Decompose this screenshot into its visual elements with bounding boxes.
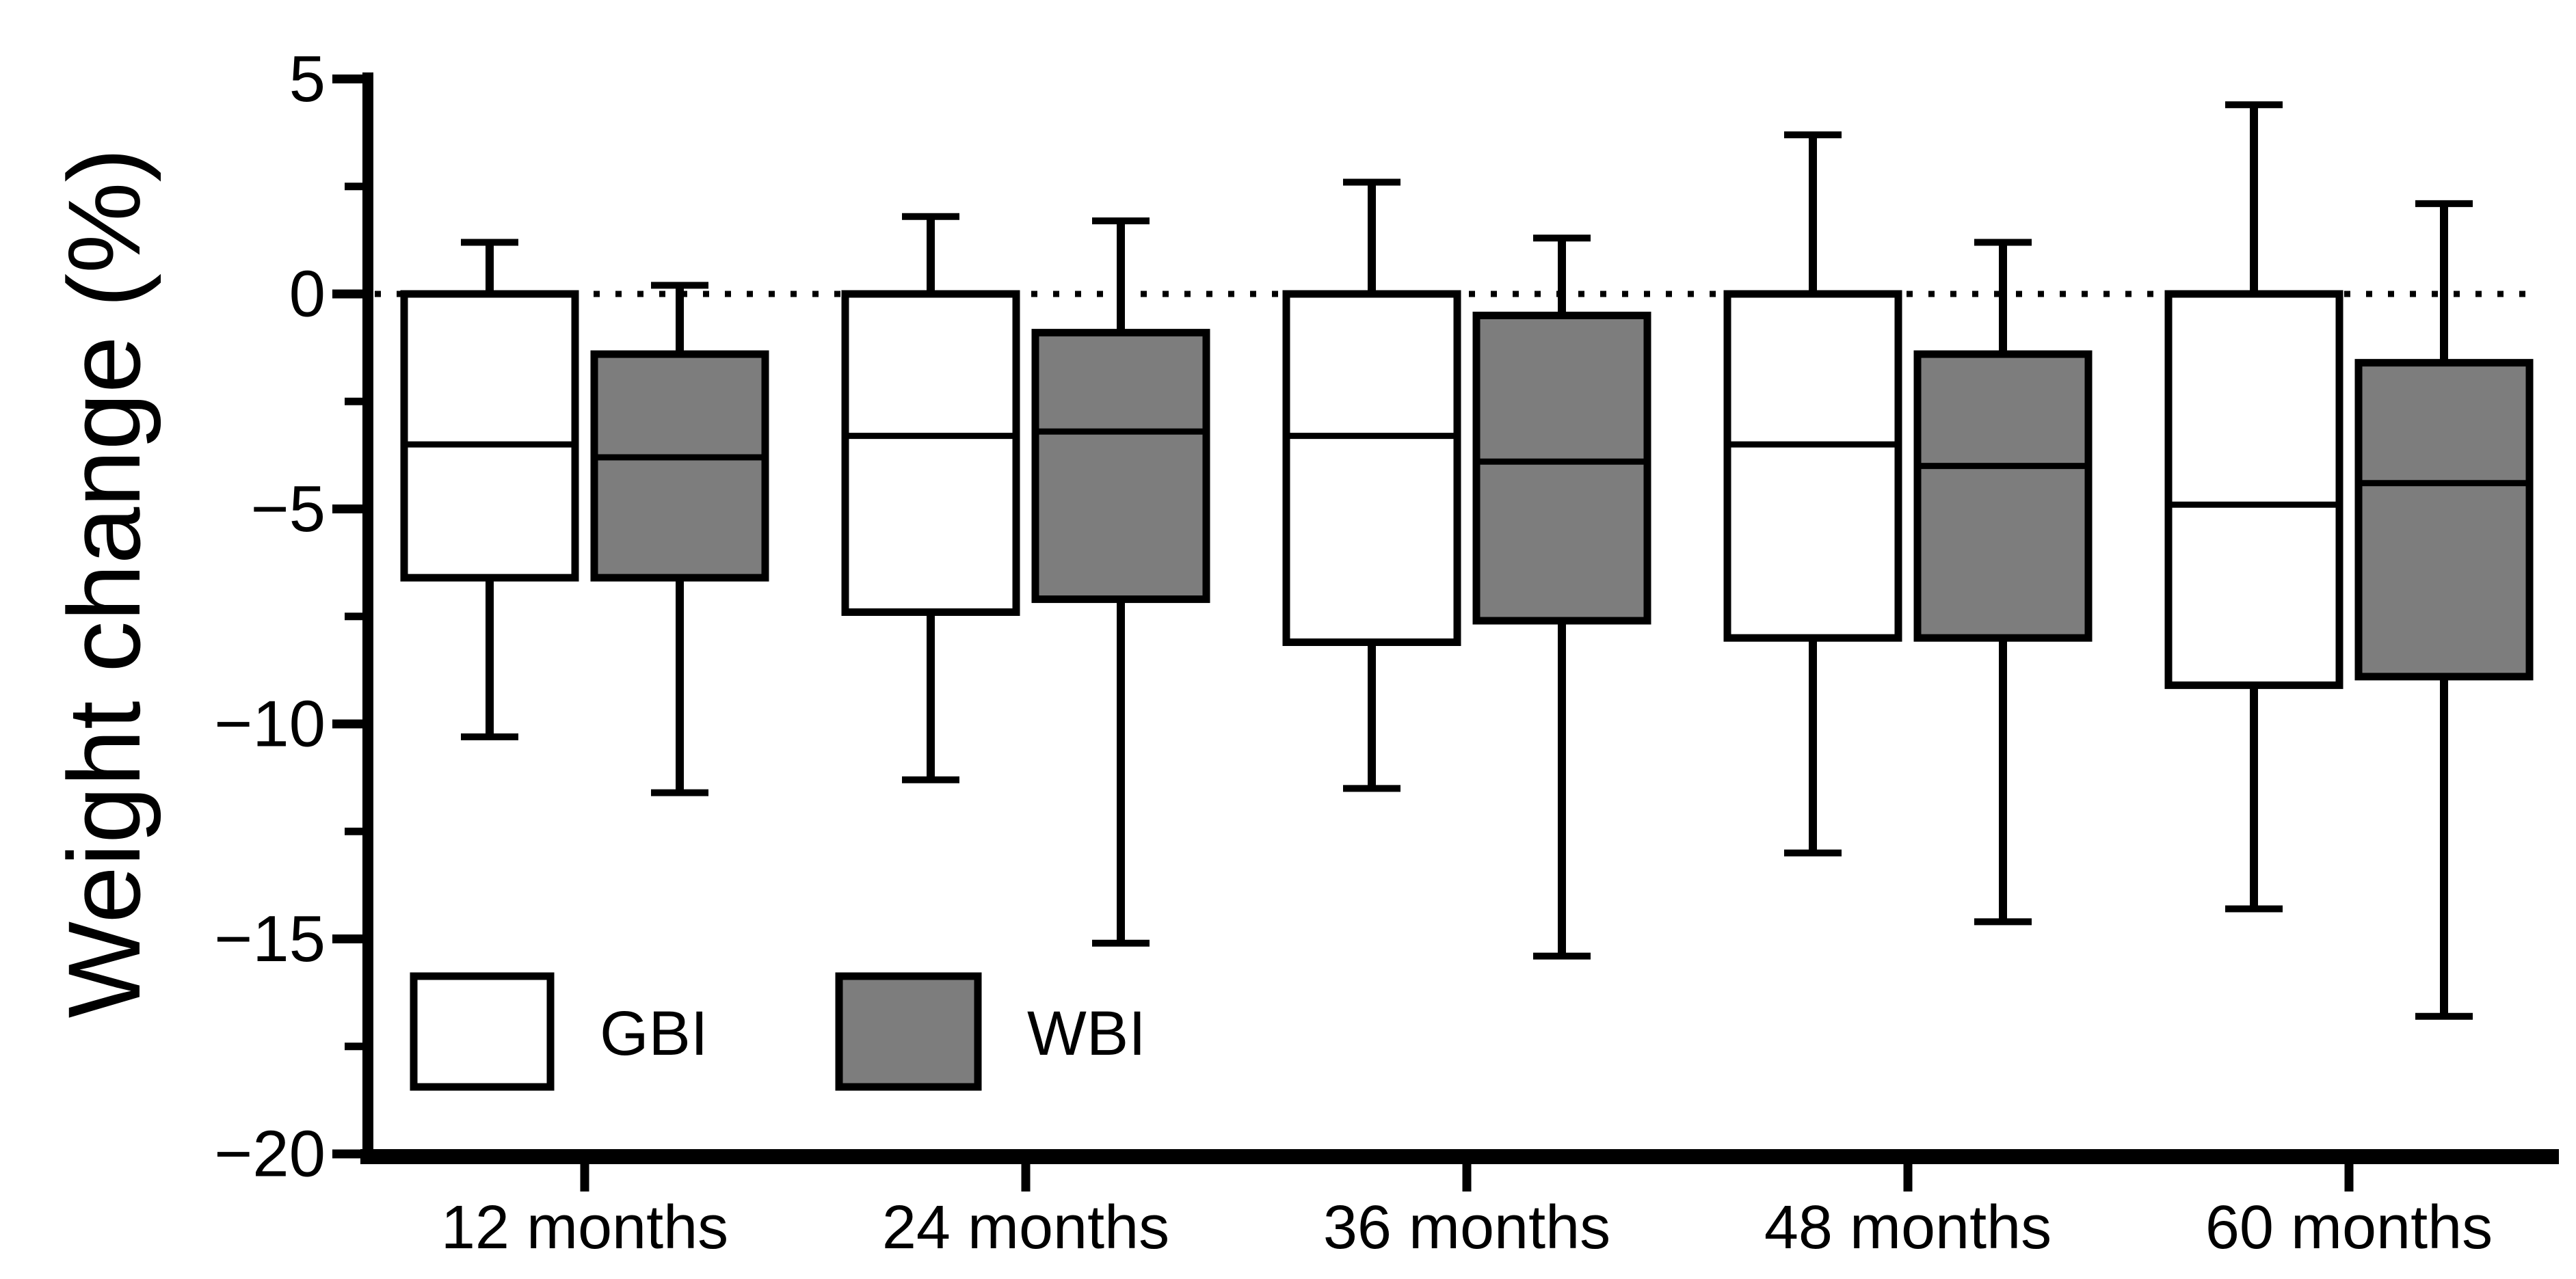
legend-label-gbi: GBI — [600, 999, 708, 1068]
y-axis-title: Weight change (%) — [47, 148, 161, 1019]
y-tick-label: 0 — [289, 258, 326, 331]
box-wbi-36-months — [1472, 311, 1651, 625]
box-wbi-24-months — [1031, 329, 1210, 604]
box-wbi-60-months — [2354, 359, 2534, 681]
box-gbi-60-months — [2164, 290, 2343, 689]
legend-swatch-gbi — [410, 972, 555, 1091]
y-tick-label: 5 — [289, 42, 326, 116]
box-gbi-12-months — [400, 290, 579, 582]
legend-label-wbi: WBI — [1027, 999, 1146, 1068]
x-category-label: 48 months — [1764, 1194, 2051, 1262]
y-tick-label: −15 — [214, 902, 326, 975]
y-tick-label: −10 — [214, 688, 326, 761]
box-gbi-36-months — [1282, 290, 1461, 646]
y-tick-label: −20 — [214, 1118, 326, 1191]
box-wbi-48-months — [1913, 350, 2093, 642]
box-gbi-48-months — [1723, 290, 1902, 642]
x-category-label: 36 months — [1323, 1194, 1610, 1262]
box-wbi-12-months — [590, 350, 769, 582]
box-gbi-24-months — [841, 290, 1020, 616]
y-tick-label: −5 — [251, 472, 326, 546]
legend-swatch-wbi — [835, 972, 982, 1091]
x-category-label: 60 months — [2205, 1194, 2493, 1262]
x-category-label: 12 months — [441, 1194, 728, 1262]
x-category-label: 24 months — [882, 1194, 1169, 1262]
